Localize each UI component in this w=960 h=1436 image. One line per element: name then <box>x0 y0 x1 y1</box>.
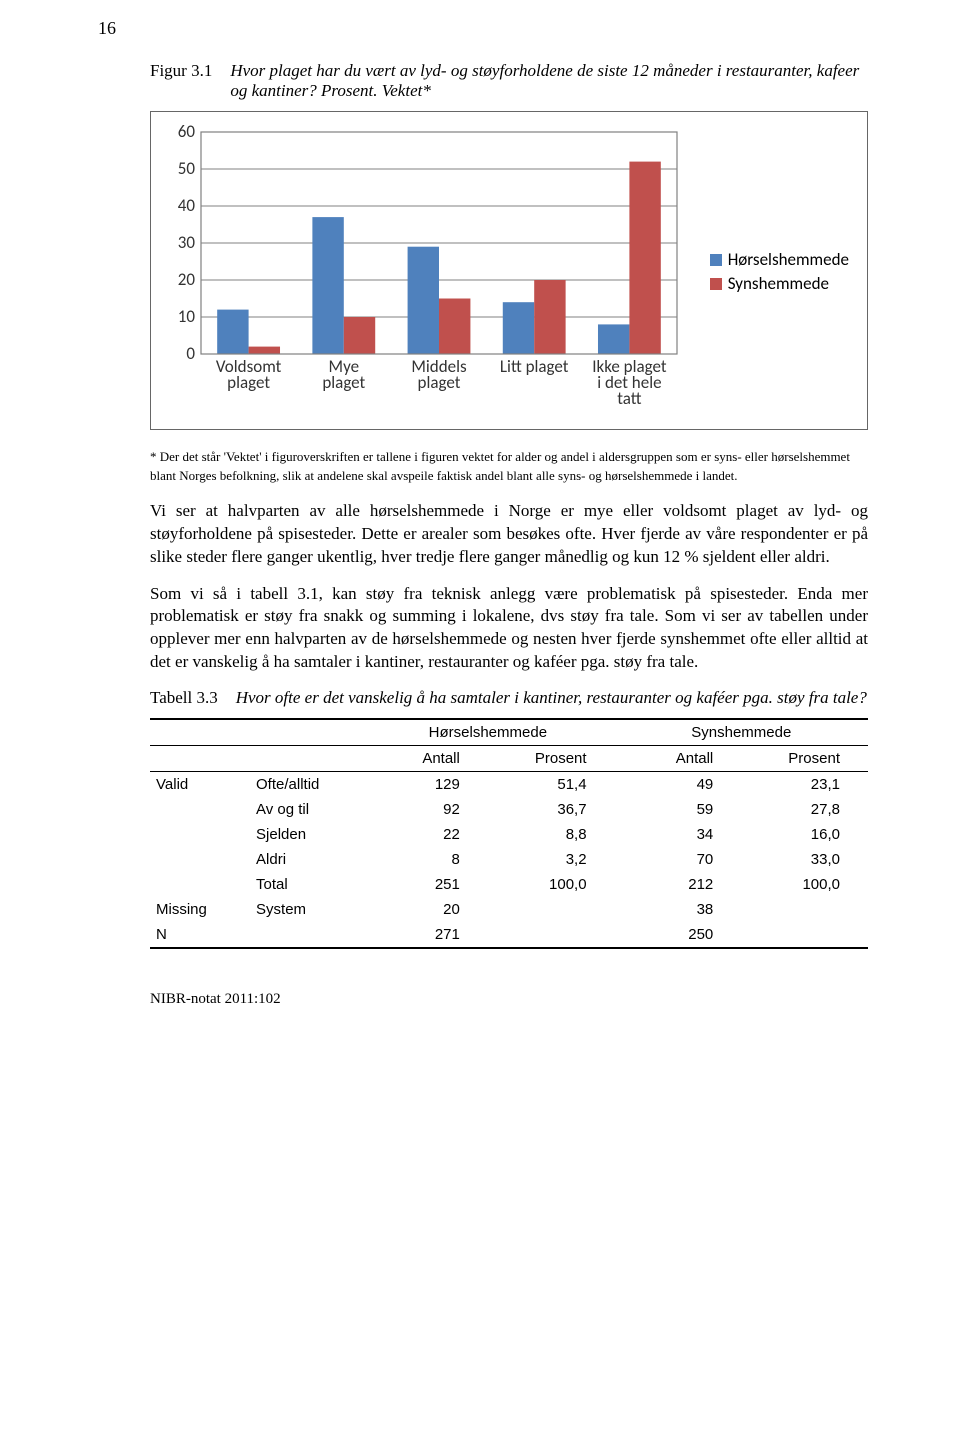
figure-heading: Figur 3.1 Hvor plaget har du vært av lyd… <box>150 61 868 101</box>
table-cell <box>741 922 868 948</box>
svg-text:plaget: plaget <box>322 372 365 393</box>
table-cell: 22 <box>361 822 488 847</box>
table-rowlabel: Ofte/alltid <box>250 772 361 798</box>
table-rowlabel: Total <box>250 872 361 897</box>
page-number: 16 <box>0 0 960 61</box>
table-rowgroup: Missing <box>150 897 250 922</box>
legend-item: Synshemmede <box>710 273 849 294</box>
svg-text:plaget: plaget <box>227 372 270 393</box>
table-cell: 3,2 <box>488 847 615 872</box>
figure-label: Figur 3.1 <box>150 61 212 101</box>
table-rowlabel: Aldri <box>250 847 361 872</box>
table-cell: 250 <box>615 922 742 948</box>
table-cell: 59 <box>615 797 742 822</box>
table-cell: 33,0 <box>741 847 868 872</box>
table-rowlabel: Av og til <box>250 797 361 822</box>
table-cell <box>741 897 868 922</box>
table-row: ValidOfte/alltid12951,44923,1 <box>150 772 868 798</box>
table-row: Av og til9236,75927,8 <box>150 797 868 822</box>
table-cell <box>488 922 615 948</box>
table-cell: 8 <box>361 847 488 872</box>
table-col-header: Antall <box>361 746 488 772</box>
table-row: Total251100,0212100,0 <box>150 872 868 897</box>
table-cell: 100,0 <box>741 872 868 897</box>
table-cell: 70 <box>615 847 742 872</box>
svg-text:plaget: plaget <box>418 372 461 393</box>
table-rowgroup <box>150 872 250 897</box>
svg-text:0: 0 <box>186 343 195 364</box>
table-cell: 36,7 <box>488 797 615 822</box>
legend-swatch <box>710 278 722 290</box>
table-cell: 27,8 <box>741 797 868 822</box>
table-cell <box>488 897 615 922</box>
table-rowgroup: N <box>150 922 250 948</box>
table-rowlabel: Sjelden <box>250 822 361 847</box>
table-row: Aldri83,27033,0 <box>150 847 868 872</box>
svg-text:10: 10 <box>178 306 196 327</box>
svg-text:40: 40 <box>178 195 196 216</box>
table-rowlabel <box>250 922 361 948</box>
table-rowgroup: Valid <box>150 772 250 798</box>
table-row: N 271 250 <box>150 922 868 948</box>
svg-text:tatt: tatt <box>617 388 641 409</box>
figure-caption: Hvor plaget har du vært av lyd- og støyf… <box>230 61 868 101</box>
table-group-header: Hørselshemmede <box>361 719 614 746</box>
table-row: Sjelden228,83416,0 <box>150 822 868 847</box>
table-cell: 20 <box>361 897 488 922</box>
table-row: MissingSystem20 38 <box>150 897 868 922</box>
body-paragraph: Vi ser at halvparten av alle hørselshemm… <box>150 500 868 569</box>
table-cell: 271 <box>361 922 488 948</box>
footer-reference: NIBR-notat 2011:102 <box>0 949 960 1008</box>
chart-legend: Hørselshemmede Synshemmede <box>710 246 849 297</box>
table-col-header: Prosent <box>741 746 868 772</box>
chart-frame: 0102030405060VoldsomtplagetMyeplagetMidd… <box>150 111 868 430</box>
legend-label: Synshemmede <box>728 273 829 294</box>
svg-text:Litt plaget: Litt plaget <box>500 356 569 377</box>
svg-text:60: 60 <box>178 124 196 142</box>
table-cell: 100,0 <box>488 872 615 897</box>
bar-chart-svg: 0102030405060VoldsomtplagetMyeplagetMidd… <box>165 124 685 414</box>
table-cell: 16,0 <box>741 822 868 847</box>
data-table: Hørselshemmede Synshemmede Antall Prosen… <box>150 718 868 949</box>
table-cell: 92 <box>361 797 488 822</box>
table-caption: Hvor ofte er det vanskelig å ha samtaler… <box>236 688 867 708</box>
body-paragraph: Som vi så i tabell 3.1, kan støy fra tek… <box>150 583 868 675</box>
table-cell: 251 <box>361 872 488 897</box>
svg-text:50: 50 <box>178 158 196 179</box>
table-rowgroup <box>150 822 250 847</box>
table-rowlabel: System <box>250 897 361 922</box>
legend-label: Hørselshemmede <box>728 249 849 270</box>
legend-item: Hørselshemmede <box>710 249 849 270</box>
table-cell: 49 <box>615 772 742 798</box>
table-cell: 212 <box>615 872 742 897</box>
table-cell: 8,8 <box>488 822 615 847</box>
table-cell: 34 <box>615 822 742 847</box>
table-col-header: Prosent <box>488 746 615 772</box>
table-cell: 38 <box>615 897 742 922</box>
svg-text:20: 20 <box>178 269 196 290</box>
table-cell: 23,1 <box>741 772 868 798</box>
legend-swatch <box>710 254 722 266</box>
table-rowgroup <box>150 847 250 872</box>
figure-footnote: * Der det står 'Vektet' i figuroverskrif… <box>150 448 868 486</box>
table-col-header: Antall <box>615 746 742 772</box>
table-cell: 51,4 <box>488 772 615 798</box>
table-group-header: Synshemmede <box>615 719 868 746</box>
table-heading: Tabell 3.3 Hvor ofte er det vanskelig å … <box>150 688 868 708</box>
bar-chart: 0102030405060VoldsomtplagetMyeplagetMidd… <box>165 124 692 419</box>
table-rowgroup <box>150 797 250 822</box>
svg-text:30: 30 <box>178 232 196 253</box>
table-cell: 129 <box>361 772 488 798</box>
table-label: Tabell 3.3 <box>150 688 218 708</box>
